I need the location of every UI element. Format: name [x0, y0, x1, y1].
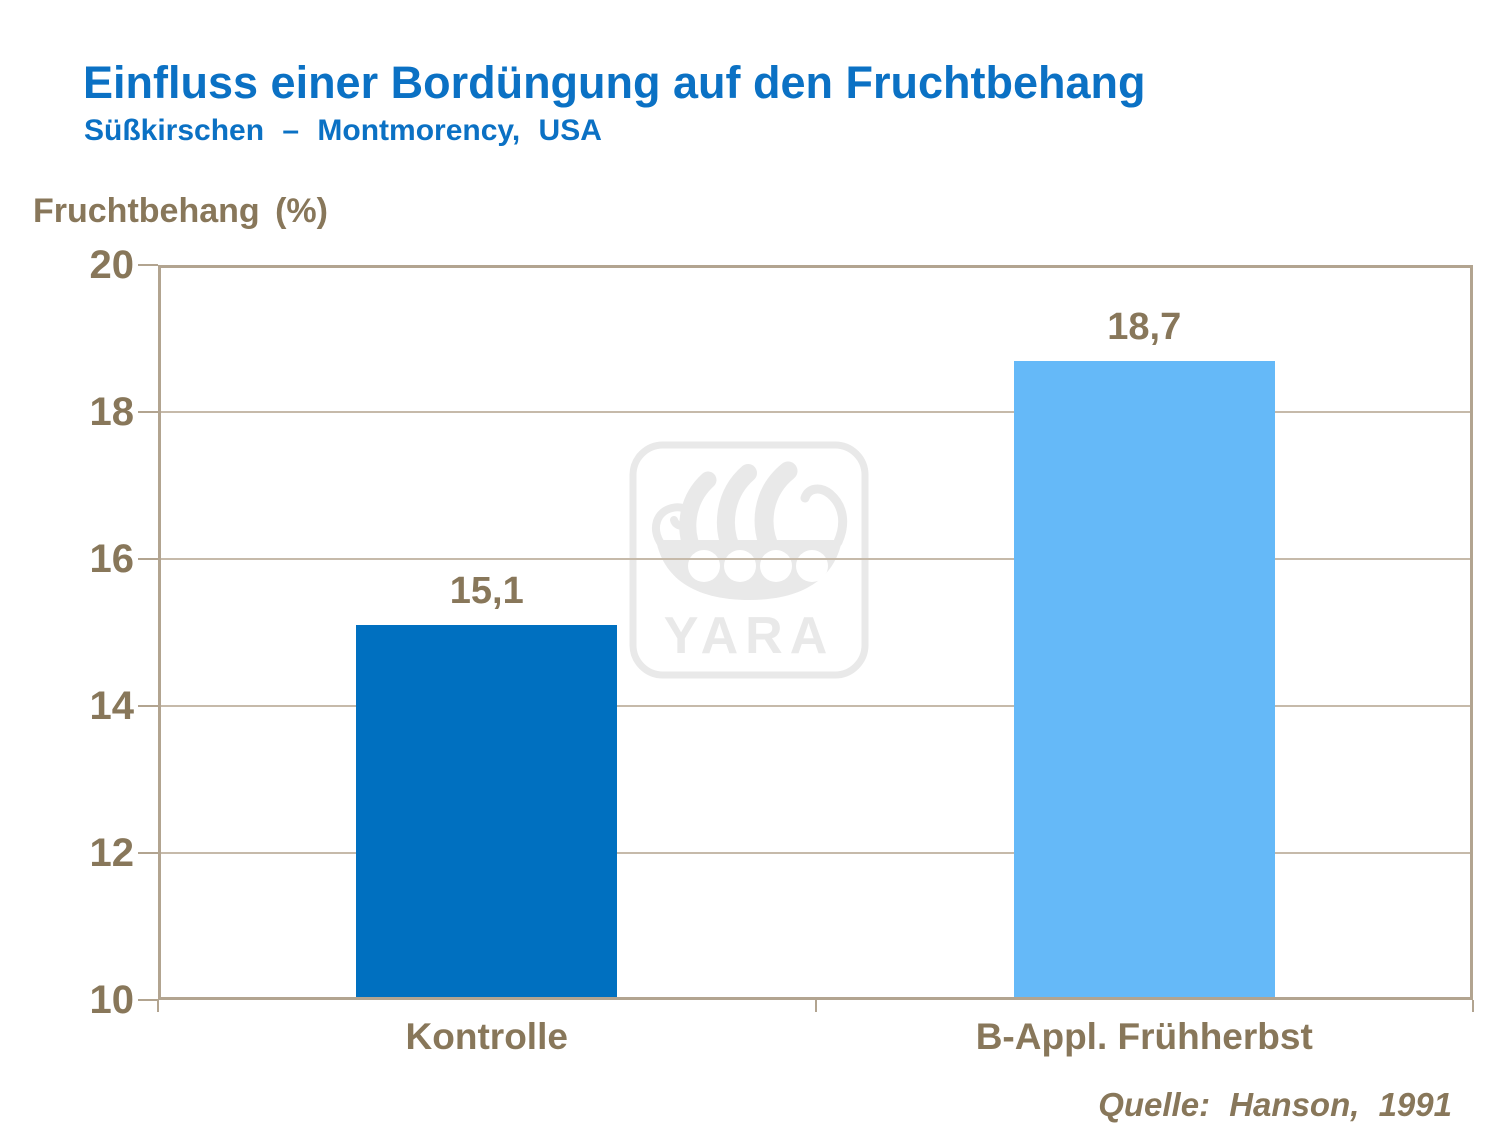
x-tick-mark: [1472, 1000, 1474, 1012]
slide-subtitle: Süßkirschen – Montmorency, USA: [84, 114, 602, 147]
yara-wordmark: YARA: [664, 607, 835, 665]
y-tick-label: 10: [89, 978, 135, 1022]
y-tick-mark: [138, 264, 158, 266]
gridline: [158, 852, 1473, 854]
x-tick-mark: [814, 1000, 817, 1012]
x-tick-mark: [157, 1000, 159, 1012]
source-credit: Quelle: Hanson, 1991: [1098, 1086, 1452, 1123]
y-tick-label: 18: [89, 390, 135, 434]
bar-value-label: 18,7: [1107, 305, 1182, 348]
plot-area: YARA 15,1 18,7: [158, 265, 1473, 1000]
bar-value-label: 15,1: [449, 570, 524, 613]
y-tick-label: 12: [89, 831, 135, 875]
slide-title: Einfluss einer Bordüngung auf den Frucht…: [83, 57, 1146, 108]
gridline: [158, 558, 1473, 560]
gridline: [158, 411, 1473, 413]
x-category-label: Kontrolle: [405, 1016, 568, 1057]
bar-kontrolle: [356, 625, 618, 1000]
y-tick-label: 20: [89, 243, 135, 287]
y-tick-label: 14: [89, 684, 135, 728]
y-tick-mark: [138, 705, 158, 707]
x-category-label: B-Appl. Frühherbst: [975, 1016, 1313, 1057]
y-tick-label: 16: [89, 537, 135, 581]
y-axis-title: Fruchtbehang (%): [33, 192, 328, 230]
viking-ship-icon: YARA: [629, 441, 869, 679]
bar-b-appl-fruehherbst: [1013, 360, 1275, 1000]
y-tick-mark: [138, 558, 158, 560]
gridline: [158, 705, 1473, 707]
yara-logo-watermark: YARA: [628, 440, 870, 680]
y-tick-mark: [138, 999, 158, 1001]
y-tick-mark: [138, 852, 158, 854]
y-tick-mark: [138, 411, 158, 413]
